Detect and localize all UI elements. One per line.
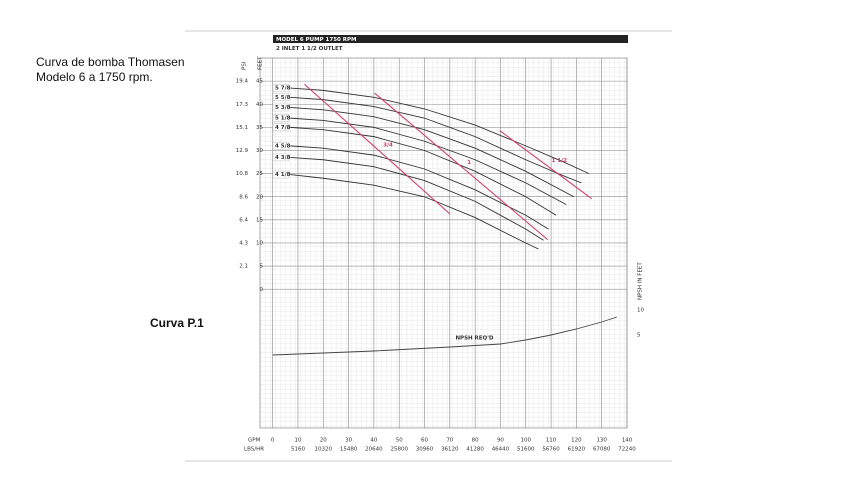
caption-line: Curva de bomba Thomasen [36,55,185,69]
y-tick-label: 40 [256,102,263,108]
line [304,83,451,215]
caption-line: Modelo 6 a 1750 rpm. [36,70,153,84]
y-psi-tick-label: 4.3 [239,241,248,247]
x-tick-label: 40 [370,438,377,444]
label-box [272,170,290,179]
y-tick-label: 20 [256,194,263,200]
label-box [272,93,290,101]
x-tick-label: 120 [571,438,582,444]
x-tick-label: 0 [271,438,275,444]
x-tick-label: 10 [294,438,301,444]
y-tick-label: 25 [256,171,263,177]
y-psi-label: PSI [242,61,248,70]
y-tick-label: 5 [260,264,264,270]
label-box [272,114,290,122]
x2-tick-label: 67080 [593,447,611,453]
x-tick-label: 20 [320,438,327,444]
x2-tick-label: 56760 [542,447,560,453]
y-label: FEET [258,56,264,70]
caption: Curva de bomba Thomasen Modelo 6 a 1750 … [36,55,185,85]
y-psi-tick-label: 6.4 [239,217,248,223]
x-tick-label: 100 [521,438,532,444]
chart-subtitle: 2 INLET 1 1/2 OUTLET [276,46,343,52]
chart-title: MODEL 6 PUMP 1750 RPM [276,37,357,43]
series-label: 5 5/8 [275,95,291,101]
label-box [272,123,290,132]
y-tick-label: 0 [260,287,264,293]
y-psi-tick-label: 10.8 [236,171,249,177]
series-label: 4 7/8 [275,125,291,131]
y-psi-tick-label: 8.6 [239,194,248,200]
series-label: 5 3/8 [275,105,291,111]
x2-tick-label: 41280 [466,447,484,453]
title-bar [273,35,628,43]
y-psi-tick-label: 19.4 [236,79,249,85]
y-tick-label: 45 [256,79,263,85]
label-box [272,84,290,92]
y-psi-tick-label: 17.3 [236,102,249,108]
power-label: 1 1/2 [552,158,568,164]
y-tick-label: 30 [256,148,263,154]
line [499,130,592,200]
label-box [272,142,290,150]
x-tick-label: 140 [622,438,633,444]
line [374,92,549,241]
y-psi-tick-label: 15.1 [236,125,248,131]
y2-tick-label: 10 [637,308,644,314]
x2-tick-label: 30960 [416,447,434,453]
x2-tick-label: 46440 [492,447,510,453]
figure-label: Curva P.1 [150,316,204,330]
line [290,145,549,230]
power-label: 1 [467,160,471,166]
x-tick-label: 130 [596,438,607,444]
series-label: 5 1/8 [275,116,291,122]
x-tick-label: 60 [421,438,428,444]
x-tick-label: 50 [396,438,403,444]
series-label: 4 3/8 [275,155,291,161]
power-label: 3/4 [383,143,393,149]
line [290,126,557,216]
y-tick-label: 35 [256,125,263,131]
y-tick-label: 10 [256,241,263,247]
line [290,117,567,206]
x2-tick-label: 72240 [618,447,636,453]
label-box [272,153,290,162]
x-tick-label: 30 [345,438,352,444]
y-psi-tick-label: 2.1 [239,264,248,270]
line [290,156,544,241]
x2-tick-label: 10320 [315,447,333,453]
x-tick-label: 90 [497,438,504,444]
line [290,174,539,250]
x-tick-label: 110 [546,438,557,444]
x2-tick-label: 51600 [517,447,535,453]
line [272,316,618,356]
y-psi-tick-label: 12.9 [236,148,249,154]
x2-label: LBS/HR [244,447,264,453]
line [290,107,575,198]
x2-tick-label: 20640 [365,447,383,453]
y-tick-label: 15 [256,217,263,223]
x2-tick-label: 15480 [340,447,358,453]
x2-tick-label: 25800 [390,447,408,453]
series-label: 4 5/8 [275,143,291,149]
x2-tick-label: 36120 [441,447,459,453]
series-label: 4 1/8 [275,172,291,178]
x2-tick-label: 5160 [291,447,305,453]
line [290,87,590,175]
x-tick-label: 70 [446,438,453,444]
y2-tick-label: 5 [637,333,641,339]
x-label: GPM [248,438,261,444]
series-label: NPSH REQ'D [455,336,493,342]
series-label: 5 7/8 [275,86,291,92]
x-tick-label: 80 [472,438,479,444]
label-box [272,103,290,112]
y2-label: NPSH IN FEET [638,262,644,300]
x2-tick-label: 61920 [568,447,586,453]
